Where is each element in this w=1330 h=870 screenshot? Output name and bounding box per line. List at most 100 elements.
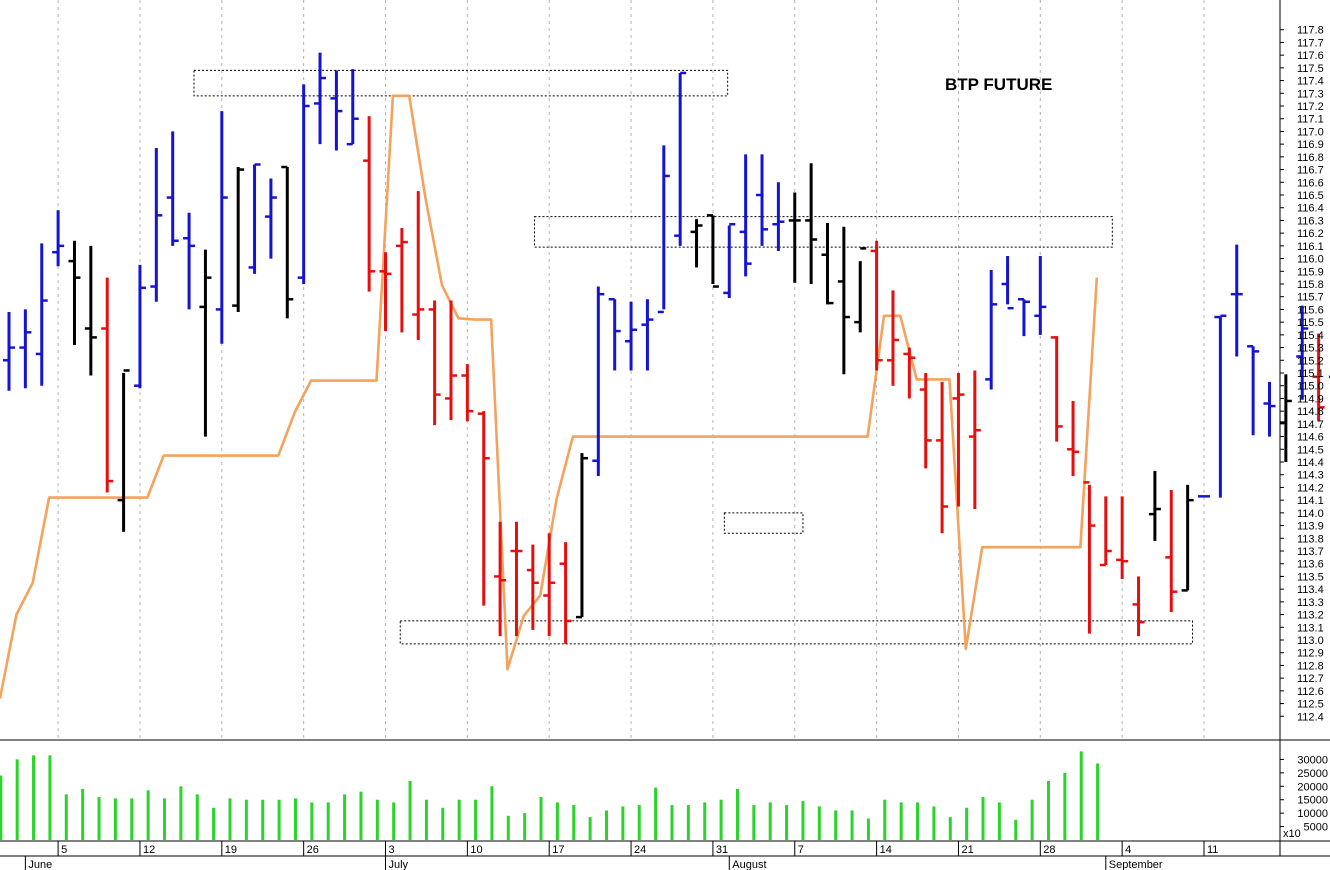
ohlc-bar bbox=[379, 252, 392, 332]
ohlc-bar bbox=[706, 214, 719, 288]
ohlc-bar bbox=[428, 300, 441, 426]
ohlc-bar bbox=[968, 370, 981, 510]
price-tick-label: 116.3 bbox=[1297, 215, 1324, 227]
ohlc-bar bbox=[150, 147, 163, 302]
price-tick-label: 113.6 bbox=[1297, 559, 1324, 571]
price-tick-label: 114.5 bbox=[1297, 444, 1324, 456]
ohlc-bar bbox=[805, 163, 818, 284]
price-tick-label: 115.2 bbox=[1297, 355, 1324, 367]
date-label: 14 bbox=[880, 844, 892, 856]
price-tick-label: 112.7 bbox=[1297, 673, 1324, 685]
date-label: 24 bbox=[634, 844, 646, 856]
price-tick-label: 116.8 bbox=[1297, 152, 1324, 164]
price-tick-label: 116.1 bbox=[1297, 241, 1324, 253]
price-tick-label: 117.4 bbox=[1297, 76, 1324, 88]
date-label: 17 bbox=[552, 844, 564, 856]
range-box bbox=[193, 69, 729, 97]
ohlc-bar bbox=[1165, 489, 1178, 613]
price-tick-label: 115.4 bbox=[1297, 330, 1324, 342]
date-label: 26 bbox=[307, 844, 319, 856]
ohlc-bar bbox=[264, 178, 277, 259]
ohlc-bar bbox=[1279, 374, 1292, 462]
ohlc-bar bbox=[346, 69, 359, 146]
date-label: 5 bbox=[61, 844, 67, 856]
volume-multiplier: x10 bbox=[1283, 828, 1301, 840]
date-label: 10 bbox=[470, 844, 482, 856]
month-label: June bbox=[28, 859, 52, 870]
ohlc-bar bbox=[936, 381, 949, 534]
price-tick-label: 112.8 bbox=[1297, 660, 1324, 672]
ohlc-bar bbox=[723, 222, 736, 298]
ohlc-bar bbox=[84, 245, 97, 376]
ohlc-bar bbox=[788, 192, 801, 283]
date-label: 12 bbox=[143, 844, 155, 856]
ohlc-bar bbox=[1017, 298, 1030, 337]
ohlc-bar bbox=[952, 373, 965, 507]
ohlc-bar bbox=[461, 364, 474, 422]
ohlc-bar bbox=[412, 191, 425, 340]
date-label: 3 bbox=[389, 844, 395, 856]
ohlc-bar bbox=[625, 301, 638, 371]
price-tick-label: 116.7 bbox=[1297, 165, 1324, 177]
ohlc-bar bbox=[510, 521, 523, 637]
ohlc-bar bbox=[543, 533, 556, 637]
range-box bbox=[533, 216, 1113, 248]
ohlc-bar bbox=[232, 167, 245, 312]
price-tick-label: 113.4 bbox=[1297, 584, 1324, 596]
ohlc-bar bbox=[1034, 256, 1047, 335]
price-bars-layer bbox=[3, 52, 1330, 644]
price-tick-label: 115.1 bbox=[1297, 368, 1324, 380]
price-tick-label: 113.9 bbox=[1297, 521, 1324, 533]
ohlc-bar bbox=[739, 154, 752, 277]
ohlc-bar bbox=[674, 71, 687, 246]
date-label: 31 bbox=[716, 844, 728, 856]
volume-tick-label: 25000 bbox=[1297, 768, 1328, 780]
ohlc-bar bbox=[248, 163, 261, 274]
ohlc-bar bbox=[919, 373, 932, 469]
ohlc-bar bbox=[314, 52, 327, 145]
ohlc-bar bbox=[477, 411, 490, 606]
ohlc-bar bbox=[68, 240, 81, 346]
ohlc-bar bbox=[281, 165, 294, 319]
ohlc-bar bbox=[1001, 256, 1014, 310]
price-tick-label: 117.7 bbox=[1297, 37, 1324, 49]
price-tick-label: 117.5 bbox=[1297, 63, 1324, 75]
ohlc-bar bbox=[395, 228, 408, 333]
date-label: 28 bbox=[1043, 844, 1055, 856]
ohlc-bar bbox=[821, 222, 834, 305]
date-label: 7 bbox=[798, 844, 804, 856]
ohlc-bar bbox=[592, 286, 605, 476]
price-tick-label: 116.5 bbox=[1297, 190, 1324, 202]
price-tick-label: 116.4 bbox=[1297, 203, 1324, 215]
price-tick-label: 115.7 bbox=[1297, 292, 1324, 304]
ohlc-bar bbox=[297, 84, 310, 284]
ohlc-bar bbox=[575, 453, 588, 619]
price-tick-label: 115.8 bbox=[1297, 279, 1324, 291]
ohlc-bar bbox=[1116, 496, 1129, 579]
price-tick-label: 113.0 bbox=[1297, 635, 1324, 647]
price-tick-label: 114.3 bbox=[1297, 470, 1324, 482]
ohlc-bar bbox=[101, 277, 114, 493]
ohlc-bar bbox=[690, 219, 703, 268]
ohlc-bar bbox=[1230, 244, 1243, 357]
volume-tick-label: 10000 bbox=[1297, 808, 1328, 820]
volume-tick-label: 5000 bbox=[1304, 822, 1328, 834]
price-tick-label: 117.3 bbox=[1297, 88, 1324, 100]
price-tick-label: 113.5 bbox=[1297, 571, 1324, 583]
ohlc-bar bbox=[35, 243, 48, 386]
price-tick-label: 112.5 bbox=[1297, 699, 1324, 711]
price-tick-label: 114.1 bbox=[1297, 495, 1324, 507]
price-tick-label: 115.0 bbox=[1297, 381, 1324, 393]
price-tick-label: 113.7 bbox=[1297, 546, 1324, 558]
volume-tick-label: 15000 bbox=[1297, 795, 1328, 807]
ohlc-bar bbox=[1312, 333, 1325, 422]
month-label: August bbox=[732, 859, 766, 870]
ohlc-bar bbox=[1099, 496, 1112, 567]
price-tick-label: 117.2 bbox=[1297, 101, 1324, 113]
price-tick-label: 115.5 bbox=[1297, 317, 1324, 329]
price-tick-label: 112.6 bbox=[1297, 686, 1324, 698]
ohlc-bar bbox=[1247, 345, 1260, 436]
price-tick-label: 115.9 bbox=[1297, 266, 1324, 278]
